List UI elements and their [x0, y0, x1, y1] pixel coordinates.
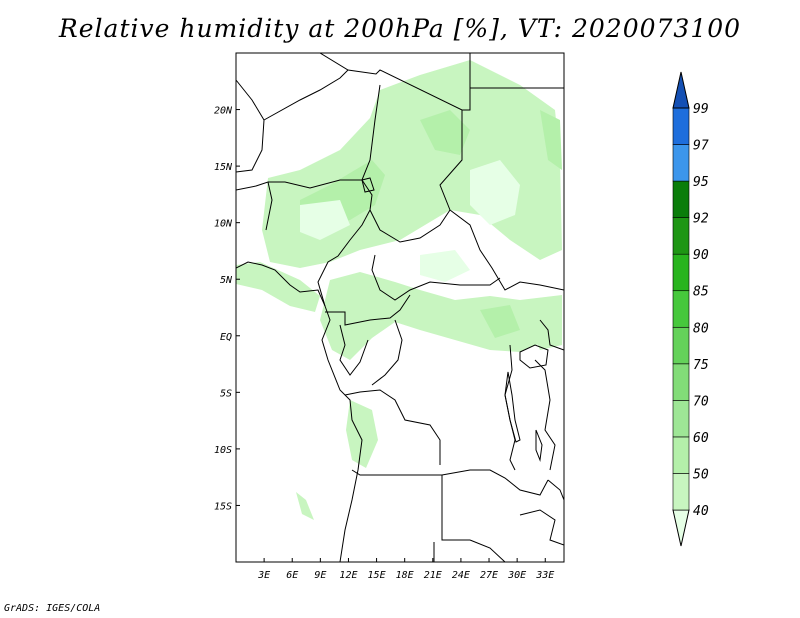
- border-mali-west: [236, 79, 265, 173]
- border-sudan-chad: [439, 110, 463, 211]
- border-sudan-south: [449, 209, 564, 291]
- y-tick-label: EQ: [220, 332, 232, 343]
- border-cameroon-congo: [325, 294, 411, 326]
- x-tick-label: 18E: [396, 570, 414, 581]
- border-uganda-kenya: [539, 319, 564, 351]
- y-tick-label: 10S: [214, 445, 232, 456]
- lake-malawi: [535, 429, 543, 462]
- border-burkina: [236, 181, 273, 231]
- x-tick-label: 30E: [507, 570, 526, 581]
- y-tick-label: 5N: [220, 275, 233, 286]
- map-title: Relative humidity at 200hPa [%], VT: 202…: [58, 14, 742, 43]
- colorbar-label: 92: [693, 212, 709, 227]
- border-zambia: [441, 469, 549, 496]
- border-niger-mali: [263, 69, 349, 121]
- y-tick-label: 15S: [214, 501, 232, 512]
- colorbar-label: 60: [693, 431, 709, 446]
- x-tick-label: 15E: [368, 570, 386, 581]
- colorbar-label: 70: [693, 394, 709, 409]
- x-axis: 3E 6E 9E 12E 15E 18E 21E 24E 27E 30E 33E: [257, 558, 554, 581]
- colorbar-label: 99: [693, 102, 709, 117]
- colorbar-label: 85: [693, 285, 709, 300]
- border-car-south: [371, 254, 501, 301]
- colorbar-lower-triangle: [672, 509, 690, 547]
- lake-chad: [361, 177, 375, 193]
- coastline-west-africa: [236, 261, 363, 562]
- border-drc-west: [344, 389, 441, 465]
- colorbar-segment: [672, 400, 690, 438]
- colorbar-label: 40: [693, 504, 709, 519]
- colorbar-label: 95: [693, 175, 709, 190]
- grads-credit: GrADS: IGES/COLA: [4, 603, 101, 614]
- humidity-patch-east: [520, 295, 562, 350]
- colorbar-segment: [672, 107, 690, 145]
- colorbar-label: 50: [693, 467, 709, 482]
- border-chad-car: [369, 209, 451, 243]
- y-tick-label: 20N: [214, 106, 233, 117]
- colorbar-segment: [672, 363, 690, 401]
- humidity-shading-light: [300, 160, 520, 282]
- border-tanzania: [534, 359, 556, 471]
- colorbar: 40 50 60 70 75 80 85 90 92 95 97 99: [672, 71, 709, 547]
- border-drc-congo: [371, 319, 403, 386]
- colorbar-segment: [672, 253, 690, 292]
- humidity-patch-south: [296, 492, 314, 520]
- border-nigeria-cameroon: [317, 209, 371, 307]
- colorbar-segment: [672, 180, 690, 218]
- colorbar-label: 90: [693, 248, 709, 263]
- border-niger-chad: [361, 84, 381, 211]
- border-namibia: [433, 539, 506, 562]
- colorbar-segment: [672, 290, 690, 328]
- humidity-patch-central: [320, 272, 548, 360]
- x-tick-label: 12E: [339, 570, 357, 581]
- border-niger-nigeria: [268, 179, 362, 189]
- x-tick-label: 3E: [257, 570, 270, 581]
- plot-frame: [235, 52, 565, 563]
- y-tick-label: 5S: [220, 388, 232, 399]
- x-tick-label: 24E: [452, 570, 470, 581]
- humidity-patch-west-coast: [236, 262, 320, 312]
- colorbar-segment: [672, 144, 690, 182]
- colorbar-label: 97: [693, 139, 709, 154]
- humidity-patch-sahel: [262, 60, 562, 268]
- colorbar-segment: [672, 436, 690, 474]
- lake-victoria: [519, 344, 549, 369]
- country-boundaries: [236, 53, 564, 562]
- x-tick-label: 9E: [314, 570, 326, 581]
- border-angola-south: [351, 469, 470, 541]
- colorbar-label: 80: [693, 321, 709, 336]
- colorbar-segment: [672, 326, 690, 365]
- border-mozambique: [519, 479, 564, 546]
- colorbar-label: 75: [693, 358, 709, 373]
- x-tick-label: 21E: [424, 570, 442, 581]
- y-axis: 20N 15N 10N 5N EQ 5S 10S 15S: [214, 106, 240, 512]
- humidity-patch-angola: [346, 400, 378, 468]
- humidity-shading: [236, 60, 562, 520]
- y-tick-label: 15N: [214, 162, 233, 173]
- border-gabon-congo: [339, 324, 369, 376]
- x-tick-label: 27E: [480, 570, 498, 581]
- colorbar-upper-triangle: [672, 71, 690, 109]
- x-tick-label: 33E: [535, 570, 554, 581]
- lake-tanganyika: [504, 371, 521, 443]
- colorbar-segment: [672, 473, 690, 511]
- colorbar-segment: [672, 217, 690, 255]
- x-tick-label: 6E: [286, 570, 298, 581]
- y-tick-label: 10N: [214, 219, 233, 230]
